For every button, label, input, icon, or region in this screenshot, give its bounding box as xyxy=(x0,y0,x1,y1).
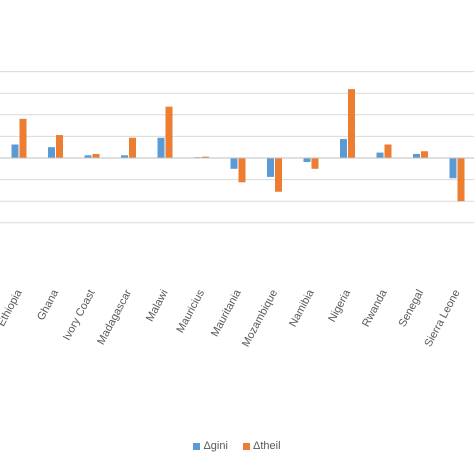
legend-label-theil: Δtheil xyxy=(253,440,281,452)
bar-gini-senegal xyxy=(413,153,420,158)
legend-item-gini: Δgini xyxy=(193,440,228,452)
bar-theil-mozambique xyxy=(275,158,282,192)
bar-theil-mauricius xyxy=(202,156,209,158)
x-tick-label: Namibia xyxy=(287,287,317,329)
bar-theil-ethiopia xyxy=(19,118,27,158)
bar-gini-nigeria xyxy=(340,139,347,158)
x-tick-label: Sierra Leone xyxy=(422,288,462,349)
bar-gini-ivory-coast xyxy=(84,155,92,158)
x-tick-label: Malawi xyxy=(144,288,171,324)
bar-gini-ethiopia xyxy=(11,144,19,158)
bar-gini-sierra-leone xyxy=(449,158,457,179)
x-tick-label: Rwanda xyxy=(360,287,390,329)
bar-theil-namibia xyxy=(311,158,319,169)
bar-theil-sierra-leone xyxy=(457,158,465,202)
legend-label-gini: Δgini xyxy=(203,440,228,452)
bar-gini-madagascar xyxy=(121,155,128,158)
x-tick-label: Mauritania xyxy=(209,287,244,339)
bar-theil-rwanda xyxy=(384,144,392,158)
bar-theil-nigeria xyxy=(348,89,355,158)
legend: Δgini Δtheil xyxy=(0,440,474,453)
bar-gini-mauritania xyxy=(230,158,238,169)
bar-gini-namibia xyxy=(303,158,311,163)
bar-gini-mozambique xyxy=(267,158,274,177)
bar-gini-malawi xyxy=(157,137,165,158)
legend-swatch-gini xyxy=(193,442,201,450)
x-tick-label: Ethiopia xyxy=(0,287,25,329)
bar-theil-ghana xyxy=(56,135,63,158)
gridlines xyxy=(0,71,474,224)
bar-theil-mauritania xyxy=(238,158,246,183)
bar-theil-madagascar xyxy=(129,137,136,158)
legend-swatch-theil xyxy=(243,442,250,450)
legend-item-theil: Δtheil xyxy=(243,440,281,452)
bar-theil-malawi xyxy=(165,106,173,158)
bar-gini-rwanda xyxy=(376,152,384,158)
bars xyxy=(11,89,465,202)
x-tick-label: Nigeria xyxy=(326,287,353,324)
x-tick-label: Ivory Coast xyxy=(61,288,98,343)
bar-theil-ivory-coast xyxy=(92,153,100,158)
x-tick-label: Senegal xyxy=(397,288,427,329)
x-tick-label: Mozambique xyxy=(240,288,280,349)
bar-theil-senegal xyxy=(421,151,428,158)
bar-gini-ghana xyxy=(48,147,55,158)
x-tick-label: Ghana xyxy=(35,287,62,323)
x-tick-label: Mauricius xyxy=(174,287,207,335)
x-tick-label: Madagascar xyxy=(95,287,134,346)
